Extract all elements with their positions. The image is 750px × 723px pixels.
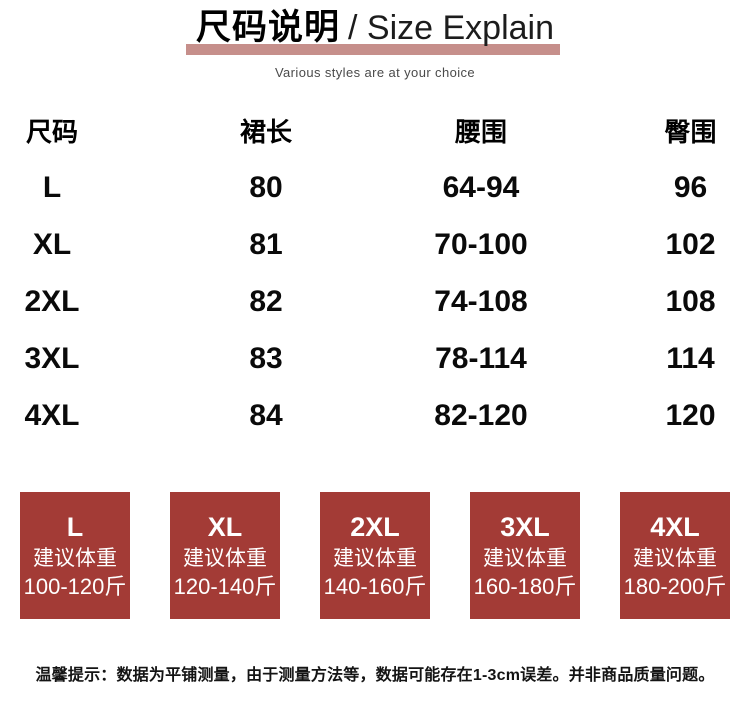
- size-table: 尺码 裙长 腰围 臀围 L 80 64-94 96 XL 81 70-100 1…: [0, 102, 750, 444]
- table-cell-skirt-length: 83: [249, 341, 283, 375]
- card-suggest-label: 建议体重: [483, 546, 567, 570]
- table-cell-size: 4XL: [24, 398, 80, 432]
- card-weight-range: 120-140斤: [173, 573, 277, 599]
- table-cell-waist: 82-120: [434, 398, 528, 432]
- card-weight-range: 140-160斤: [323, 573, 427, 599]
- table-cell-hip: 102: [665, 227, 716, 261]
- card-suggest-label: 建议体重: [183, 546, 267, 570]
- table-cell-hip: 96: [673, 170, 708, 204]
- table-row: 3XL 83 78-114 114: [0, 330, 750, 387]
- table-header-row: 尺码 裙长 腰围 臀围: [0, 102, 750, 159]
- weight-card-2xl: 2XL 建议体重 140-160斤: [320, 492, 430, 619]
- table-cell-size: XL: [32, 227, 72, 261]
- card-suggest-label: 建议体重: [633, 546, 717, 570]
- table-cell-waist: 70-100: [434, 227, 528, 261]
- table-cell-waist: 74-108: [434, 284, 528, 318]
- page-subtitle: Various styles are at your choice: [274, 65, 476, 80]
- page-title-en: / Size Explain: [348, 9, 554, 47]
- table-cell-hip: 108: [665, 284, 716, 318]
- card-weight-range: 100-120斤: [23, 573, 127, 599]
- weight-recommendation-cards: L 建议体重 100-120斤 XL 建议体重 120-140斤 2XL 建议体…: [20, 492, 730, 619]
- column-header-skirt-length: 裙长: [239, 117, 292, 147]
- card-size-label: 2XL: [350, 511, 400, 542]
- page-header: 尺码说明 / Size Explain Various styles are at…: [0, 0, 750, 80]
- column-header-hip: 臀围: [664, 117, 717, 147]
- table-cell-size: 3XL: [24, 341, 80, 375]
- column-header-waist: 腰围: [454, 117, 507, 147]
- table-cell-skirt-length: 81: [249, 227, 283, 261]
- title-underline-bar: [185, 44, 560, 55]
- table-row: L 80 64-94 96: [0, 159, 750, 216]
- card-size-label: L: [66, 511, 84, 542]
- weight-card-3xl: 3XL 建议体重 160-180斤: [470, 492, 580, 619]
- card-size-label: 3XL: [500, 511, 550, 542]
- table-cell-skirt-length: 82: [249, 284, 283, 318]
- table-cell-hip: 120: [665, 398, 716, 432]
- weight-card-l: L 建议体重 100-120斤: [20, 492, 130, 619]
- card-suggest-label: 建议体重: [33, 546, 117, 570]
- column-header-size: 尺码: [25, 117, 78, 147]
- page-title-cn: 尺码说明: [195, 8, 340, 47]
- table-row: 2XL 82 74-108 108: [0, 273, 750, 330]
- weight-card-4xl: 4XL 建议体重 180-200斤: [620, 492, 730, 619]
- card-suggest-label: 建议体重: [333, 546, 417, 570]
- table-cell-skirt-length: 84: [249, 398, 283, 432]
- table-cell-waist: 64-94: [442, 170, 520, 204]
- table-cell-hip: 114: [666, 341, 715, 375]
- weight-card-xl: XL 建议体重 120-140斤: [170, 492, 280, 619]
- page-title: 尺码说明 / Size Explain: [185, 6, 560, 57]
- table-cell-size: L: [42, 170, 62, 204]
- table-cell-skirt-length: 80: [249, 170, 283, 204]
- card-weight-range: 180-200斤: [623, 573, 727, 599]
- disclaimer-note: 温馨提示：数据为平铺测量，由于测量方法等，数据可能存在1-3cm误差。并非商品质…: [35, 667, 715, 684]
- table-row: 4XL 84 82-120 120: [0, 387, 750, 444]
- card-size-label: 4XL: [650, 511, 700, 542]
- card-size-label: XL: [207, 511, 243, 542]
- table-cell-waist: 78-114: [435, 341, 527, 375]
- card-weight-range: 160-180斤: [473, 573, 577, 599]
- table-cell-size: 2XL: [24, 284, 80, 318]
- table-row: XL 81 70-100 102: [0, 216, 750, 273]
